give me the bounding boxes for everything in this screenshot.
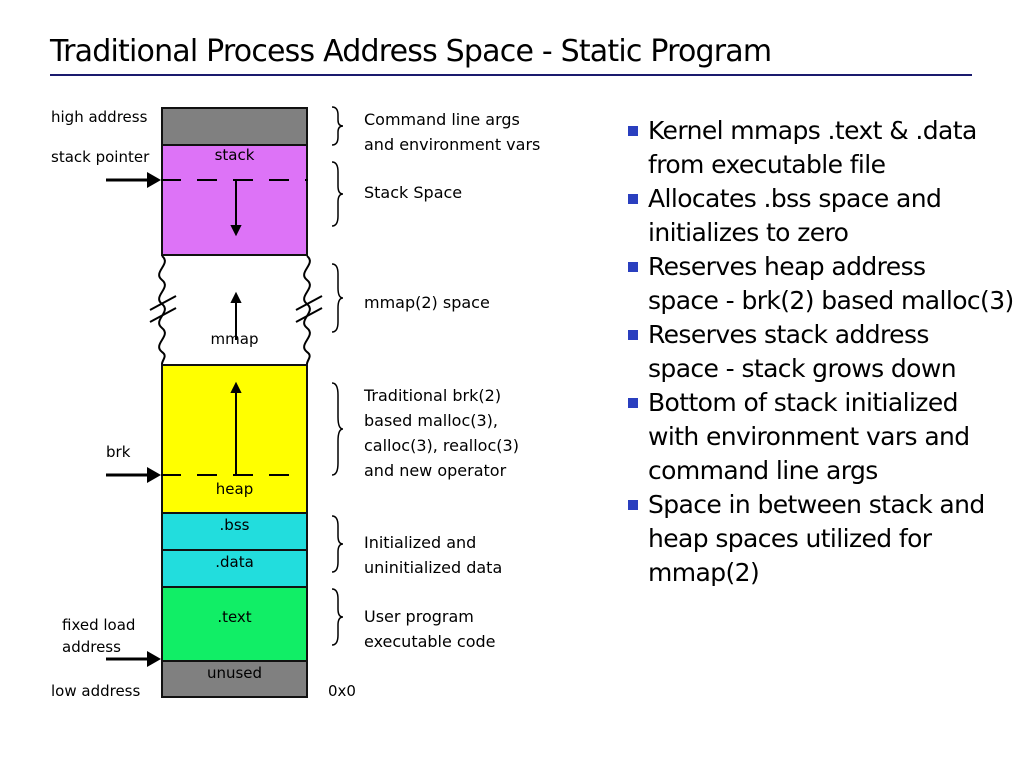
bullet-square-icon	[628, 262, 638, 272]
stack-pointer-label: stack pointer	[51, 148, 150, 166]
fixed-load-label-2: address	[62, 638, 121, 656]
heap-label: heap	[215, 480, 254, 498]
unused-label: unused	[206, 664, 263, 682]
brk-label: brk	[106, 443, 131, 461]
slide-title: Traditional Process Address Space - Stat…	[50, 34, 772, 69]
bullet-square-icon	[628, 126, 638, 136]
bullet-line: Reserves stack address	[648, 320, 929, 349]
desc-line: Traditional brk(2)	[364, 386, 502, 405]
bullet-line: mmap(2)	[648, 558, 760, 587]
zero-address-label: 0x0	[328, 682, 356, 700]
data-label: .data	[215, 553, 254, 571]
desc-env: Command line args and environment vars	[364, 107, 540, 157]
desc-line: Initialized and	[364, 533, 477, 552]
bullet-line: with environment vars and	[648, 422, 970, 451]
desc-line: executable code	[364, 632, 496, 651]
high-address-label: high address	[51, 108, 148, 126]
desc-stack: Stack Space	[364, 180, 462, 205]
desc-line: User program	[364, 607, 474, 626]
desc-line: mmap(2) space	[364, 293, 490, 312]
bullet-line: space - stack grows down	[648, 354, 957, 383]
desc-line: based malloc(3),	[364, 411, 498, 430]
text-segment: .text	[161, 586, 308, 662]
title-rule	[50, 74, 972, 76]
text-label: .text	[217, 608, 252, 626]
desc-line: and environment vars	[364, 135, 541, 154]
bullet-line: space - brk(2) based malloc(3)	[648, 286, 1014, 315]
desc-mmap: mmap(2) space	[364, 290, 490, 315]
mmap-segment: mmap	[161, 320, 308, 360]
bullet-line: heap spaces utilized for	[648, 524, 932, 553]
stack-segment: stack	[161, 144, 308, 256]
desc-line: Command line args	[364, 110, 520, 129]
desc-text: User program executable code	[364, 604, 496, 654]
desc-heap: Traditional brk(2) based malloc(3), calloc…	[364, 383, 519, 483]
bullet-square-icon	[628, 194, 638, 204]
desc-line: Stack Space	[364, 183, 463, 202]
desc-line: uninitialized data	[364, 558, 503, 577]
bullet-line: Reserves heap address	[648, 252, 926, 281]
bullet-item: Allocates .bss space and initializes to z…	[628, 182, 1018, 250]
bullet-item: Kernel mmaps .text & .data from executabl…	[628, 114, 1018, 182]
bullet-item: Bottom of stack initialized with environm…	[628, 386, 1018, 488]
desc-line: and new operator	[364, 461, 507, 480]
mmap-label: mmap	[210, 330, 259, 348]
stack-label: stack	[214, 146, 255, 164]
low-address-label: low address	[51, 682, 141, 700]
bullet-line: command line args	[648, 456, 878, 485]
bss-label: .bss	[219, 516, 250, 534]
bullet-square-icon	[628, 398, 638, 408]
bullet-square-icon	[628, 500, 638, 510]
bullet-line: Space in between stack and	[648, 490, 985, 519]
bullet-line: initializes to zero	[648, 218, 849, 247]
bullet-line: Allocates .bss space and	[648, 184, 942, 213]
bullet-item: Reserves heap address space - brk(2) base…	[628, 250, 1018, 318]
desc-line: calloc(3), realloc(3)	[364, 436, 519, 455]
fixed-load-label: fixed load	[62, 616, 136, 634]
unused-segment: unused	[161, 660, 308, 698]
bullet-item: Reserves stack address space - stack grow…	[628, 318, 1018, 386]
env-segment	[161, 107, 308, 146]
bullet-list: Kernel mmaps .text & .data from executabl…	[628, 114, 1018, 590]
bullet-square-icon	[628, 330, 638, 340]
desc-data: Initialized and uninitialized data	[364, 530, 502, 580]
bullet-line: from executable file	[648, 150, 886, 179]
bullet-item: Space in between stack and heap spaces ut…	[628, 488, 1018, 590]
bullet-line: Kernel mmaps .text & .data	[648, 116, 977, 145]
bullet-line: Bottom of stack initialized	[648, 388, 958, 417]
